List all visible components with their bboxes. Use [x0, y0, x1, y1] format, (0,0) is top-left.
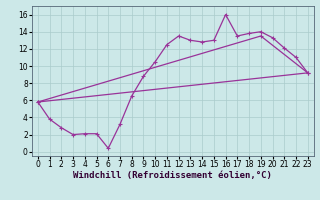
X-axis label: Windchill (Refroidissement éolien,°C): Windchill (Refroidissement éolien,°C): [73, 171, 272, 180]
